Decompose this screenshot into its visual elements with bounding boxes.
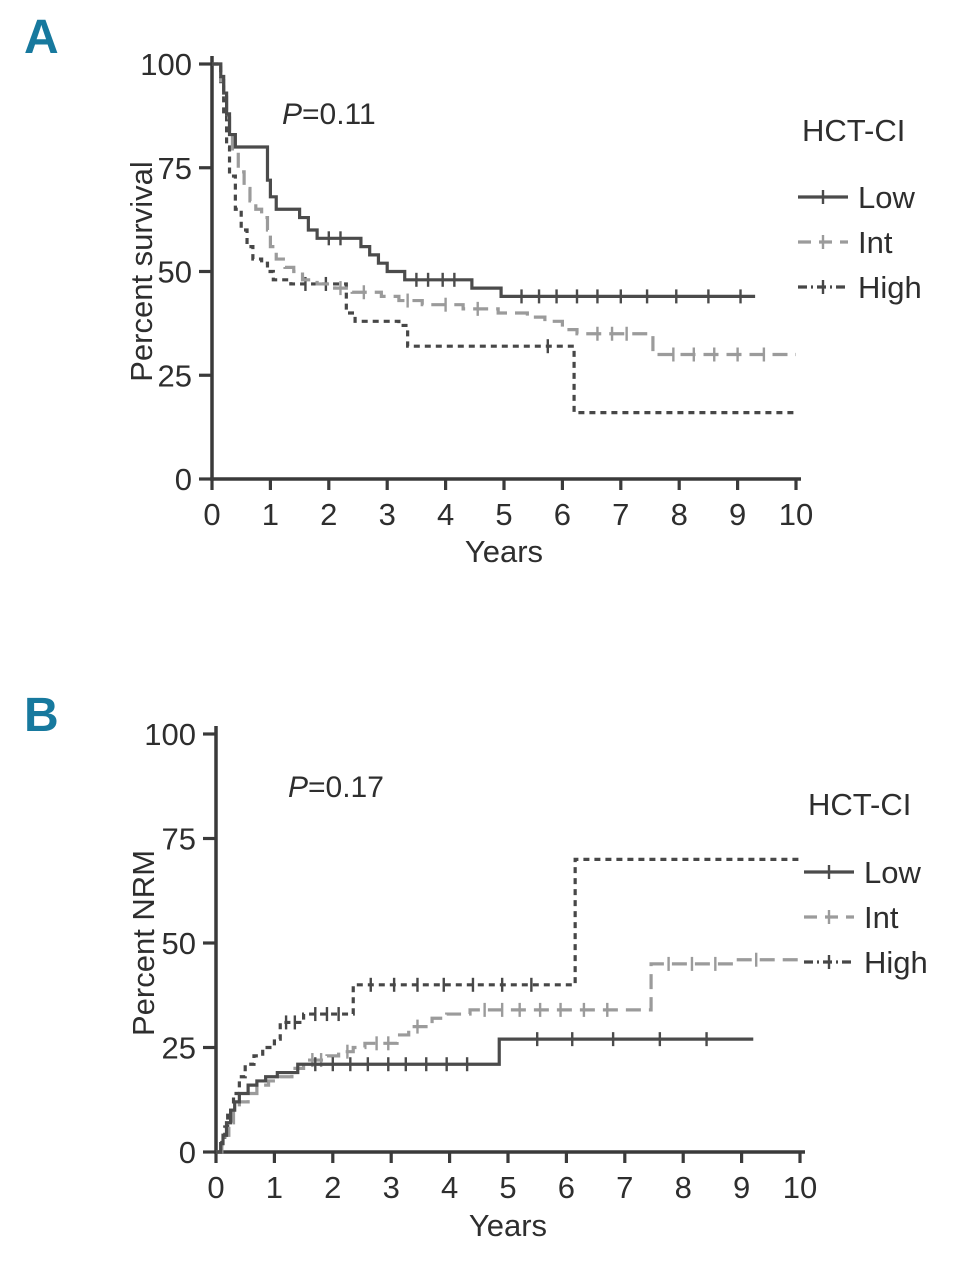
x-tick-label: 4 <box>441 1170 458 1205</box>
panel-b: 0 25 50 75 100 0 1 2 3 4 5 6 7 8 9 10 Years Percent NRM P=… <box>126 717 928 1243</box>
p-value-label: P=0.17 <box>288 771 384 804</box>
x-tick-label: 6 <box>558 1170 575 1205</box>
legend-title: HCT-CI <box>808 787 911 822</box>
series-line-high <box>216 857 800 1154</box>
x-tick-label: 7 <box>616 1170 633 1205</box>
p-value-label: P=0.11 <box>282 98 376 131</box>
y-axis-title: Percent NRM <box>126 850 161 1036</box>
legend-label-low: Low <box>864 855 921 890</box>
legend-label-high: High <box>864 945 928 980</box>
x-tick-label: 4 <box>437 497 454 532</box>
x-tick-label: 7 <box>612 497 629 532</box>
y-tick-label: 100 <box>144 717 196 752</box>
x-tick-label: 6 <box>554 497 571 532</box>
y-tick-label: 50 <box>158 255 192 290</box>
y-axis-title: Percent survival <box>124 161 159 382</box>
y-tick-label: 50 <box>162 926 196 961</box>
x-tick-label: 0 <box>207 1170 224 1205</box>
x-tick-label: 2 <box>324 1170 341 1205</box>
legend-label-low: Low <box>858 180 915 215</box>
y-tick-label: 0 <box>179 1135 196 1170</box>
panel-b-label: B <box>24 689 59 742</box>
x-tick-label: 8 <box>671 497 688 532</box>
x-tick-label: 5 <box>499 1170 516 1205</box>
legend-label-int: Int <box>858 225 893 260</box>
series-line-int <box>216 958 800 1154</box>
y-tick-label: 75 <box>162 822 196 857</box>
legend-label-high: High <box>858 270 922 305</box>
x-axis-title: Years <box>469 1208 547 1243</box>
y-tick-label: 25 <box>162 1031 196 1066</box>
x-tick-label: 10 <box>779 497 813 532</box>
panel-a-label: A <box>24 11 59 64</box>
series-line-high <box>212 62 796 415</box>
legend: HCT-CI Low Int High <box>804 787 928 980</box>
x-tick-label: 3 <box>379 497 396 532</box>
legend-title: HCT-CI <box>802 113 905 148</box>
x-tick-label: 9 <box>729 497 746 532</box>
legend: HCT-CI Low Int High <box>798 113 922 305</box>
panel-a: 0 25 50 75 100 0 1 2 3 4 5 6 7 8 9 10 Years Percent survi… <box>124 47 922 569</box>
series-line-low <box>216 1037 754 1154</box>
x-axis-title: Years <box>465 534 543 569</box>
x-tick-label: 9 <box>733 1170 750 1205</box>
x-tick-label: 1 <box>266 1170 283 1205</box>
y-tick-label: 25 <box>158 358 192 393</box>
y-tick-label: 75 <box>158 151 192 186</box>
x-tick-label: 3 <box>383 1170 400 1205</box>
legend-label-int: Int <box>864 900 899 935</box>
x-tick-label: 1 <box>262 497 279 532</box>
series-line-low <box>212 62 756 298</box>
x-tick-label: 5 <box>495 497 512 532</box>
x-tick-label: 0 <box>203 497 220 532</box>
y-tick-label: 100 <box>140 47 192 82</box>
y-tick-label: 0 <box>175 462 192 497</box>
x-tick-label: 8 <box>675 1170 692 1205</box>
x-tick-label: 10 <box>783 1170 817 1205</box>
x-tick-label: 2 <box>320 497 337 532</box>
series-line-int <box>212 62 796 357</box>
